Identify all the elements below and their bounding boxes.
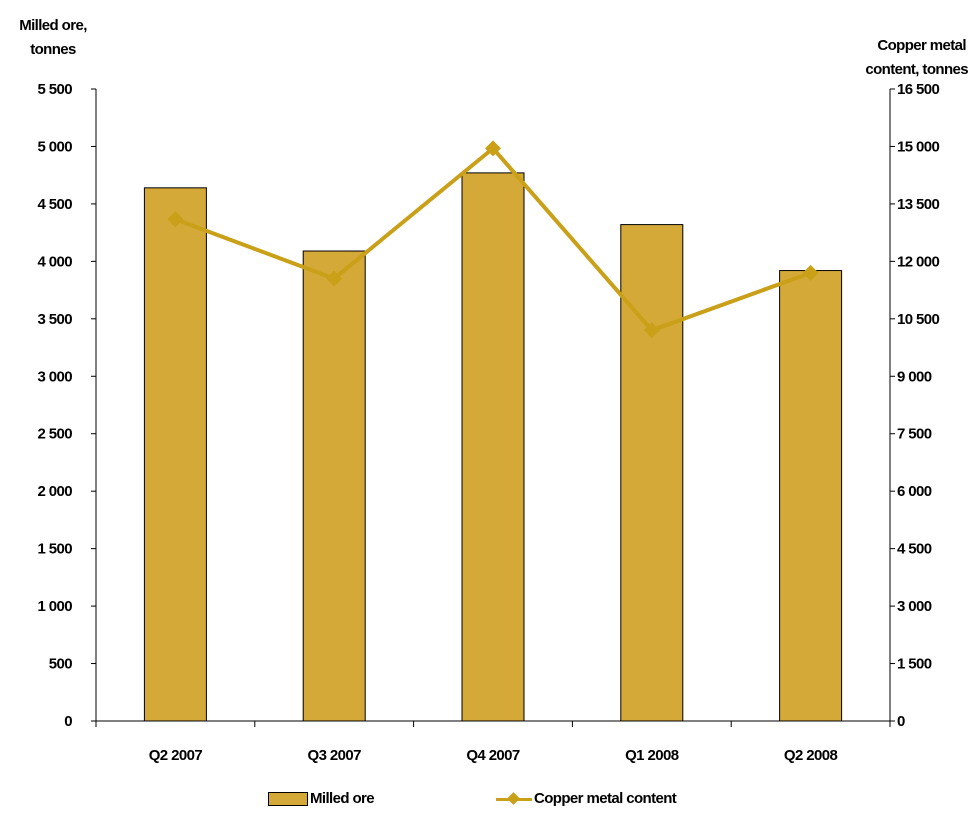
point-copper-metal-content bbox=[643, 322, 660, 339]
bar-milled-ore bbox=[302, 250, 366, 722]
right-tick-label: 3 000 bbox=[897, 598, 932, 615]
bar-milled-ore bbox=[461, 172, 525, 722]
left-tick-label: 1 000 bbox=[37, 598, 72, 615]
right-tick-label: 12 000 bbox=[897, 253, 940, 270]
left-axis-title: Milled ore, tonnes bbox=[8, 14, 98, 62]
right-tick-label: 7 500 bbox=[897, 426, 932, 443]
left-tick-label: 3 000 bbox=[37, 368, 72, 385]
legend: Milled ore Copper metal content bbox=[0, 790, 968, 814]
legend-swatch-line bbox=[496, 791, 532, 806]
left-tick-label: 500 bbox=[49, 656, 72, 673]
legend-item-milled-ore: Milled ore bbox=[268, 790, 375, 807]
right-tick-label: 6 000 bbox=[897, 483, 932, 500]
left-tick-label: 5 000 bbox=[37, 138, 72, 155]
right-tick-label: 15 000 bbox=[897, 138, 940, 155]
left-tick-label: 2 000 bbox=[37, 483, 72, 500]
left-tick-label: 3 500 bbox=[37, 311, 72, 328]
left-axis-title-line-1: Milled ore, bbox=[19, 17, 87, 34]
x-tick-label: Q3 2007 bbox=[308, 747, 362, 764]
legend-label-milled-ore: Milled ore bbox=[310, 790, 375, 807]
left-tick-label: 0 bbox=[64, 713, 72, 730]
point-copper-metal-content bbox=[167, 211, 184, 228]
x-tick-label: Q4 2007 bbox=[466, 747, 520, 764]
point-copper-metal-content bbox=[485, 140, 501, 157]
x-tick-label: Q2 2007 bbox=[149, 747, 203, 764]
right-axis-title-line-2: content, tonnes bbox=[865, 61, 968, 78]
left-tick-label: 2 500 bbox=[37, 426, 72, 443]
legend-label-copper: Copper metal content bbox=[534, 790, 677, 807]
legend-item-copper: Copper metal content bbox=[496, 790, 677, 807]
bar-milled-ore bbox=[620, 224, 684, 722]
chart: 0 500 1 000 1 500 2 000 2 500 3 000 3 500 4 000 4… bbox=[37, 81, 940, 764]
x-tick-label: Q2 2008 bbox=[784, 747, 838, 764]
left-tick-label: 4 500 bbox=[37, 196, 72, 213]
x-tick-label: Q1 2008 bbox=[625, 747, 679, 764]
right-tick-label: 1 500 bbox=[897, 656, 932, 673]
bar-milled-ore bbox=[779, 270, 843, 722]
left-tick-label: 4 000 bbox=[37, 253, 72, 270]
right-axis-title-line-1: Copper metal bbox=[877, 37, 966, 54]
right-tick-label: 10 500 bbox=[897, 311, 940, 328]
point-copper-metal-content bbox=[326, 270, 343, 287]
right-tick-label: 16 500 bbox=[897, 81, 940, 98]
right-tick-label: 4 500 bbox=[897, 541, 932, 558]
right-tick-label: 13 500 bbox=[897, 196, 940, 213]
right-axis-title: Copper metal content, tonnes bbox=[865, 34, 968, 82]
bar-milled-ore bbox=[143, 187, 207, 722]
left-axis-title-line-2: tonnes bbox=[30, 41, 76, 58]
left-tick-label: 1 500 bbox=[37, 541, 72, 558]
point-copper-metal-content bbox=[802, 264, 819, 281]
left-tick-label: 5 500 bbox=[37, 81, 72, 98]
legend-swatch-bar bbox=[268, 791, 308, 806]
right-tick-label: 0 bbox=[897, 713, 905, 730]
right-tick-label: 9 000 bbox=[897, 368, 932, 385]
